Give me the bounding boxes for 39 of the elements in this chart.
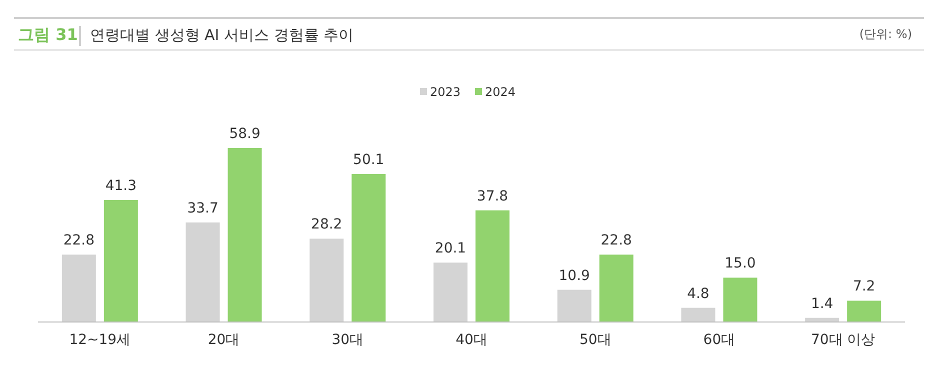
data-label: 1.4 [810, 296, 834, 312]
bar [62, 254, 96, 322]
data-label: 33.7 [187, 200, 218, 216]
legend-label: 2024 [485, 85, 516, 99]
data-label: 28.2 [311, 216, 342, 233]
data-label: 41.3 [105, 178, 137, 194]
data-label: 22.8 [63, 232, 95, 249]
bar [434, 262, 468, 322]
data-label: 7.2 [852, 278, 876, 295]
bar [681, 308, 716, 322]
chart-title: 연령대별 생성형 AI 서비스 경험률 추이 [90, 26, 354, 44]
data-label: 15.0 [724, 256, 756, 272]
bar [310, 238, 344, 322]
data-label: 20.1 [434, 240, 466, 257]
bar [476, 210, 510, 322]
text: (단위: %) [859, 27, 912, 41]
bar [557, 290, 592, 322]
bar [352, 174, 386, 322]
data-label: 4.8 [687, 286, 710, 302]
bar [847, 300, 882, 322]
x-tick-label: 30대 [332, 332, 364, 348]
bar [599, 254, 634, 322]
bar [723, 278, 758, 322]
x-tick-label: 70대 이상 [810, 332, 876, 348]
data-label: 37.8 [476, 188, 508, 204]
x-tick-label: 12~19세 [69, 332, 131, 348]
x-tick-label: 60대 [703, 332, 736, 348]
data-label: 50.1 [353, 152, 384, 168]
x-tick-label: 40대 [456, 332, 488, 348]
bar [186, 222, 220, 322]
data-label: 10.9 [558, 268, 590, 284]
data-label: 58.9 [229, 126, 260, 142]
x-tick-label: 20대 [208, 332, 240, 348]
bar [104, 200, 138, 322]
data-label: 22.8 [600, 232, 632, 249]
x-tick-label: 50대 [579, 332, 612, 348]
caption: 그림 31 [18, 25, 78, 44]
bar [228, 148, 262, 322]
legend-label: 2023 [430, 85, 461, 99]
